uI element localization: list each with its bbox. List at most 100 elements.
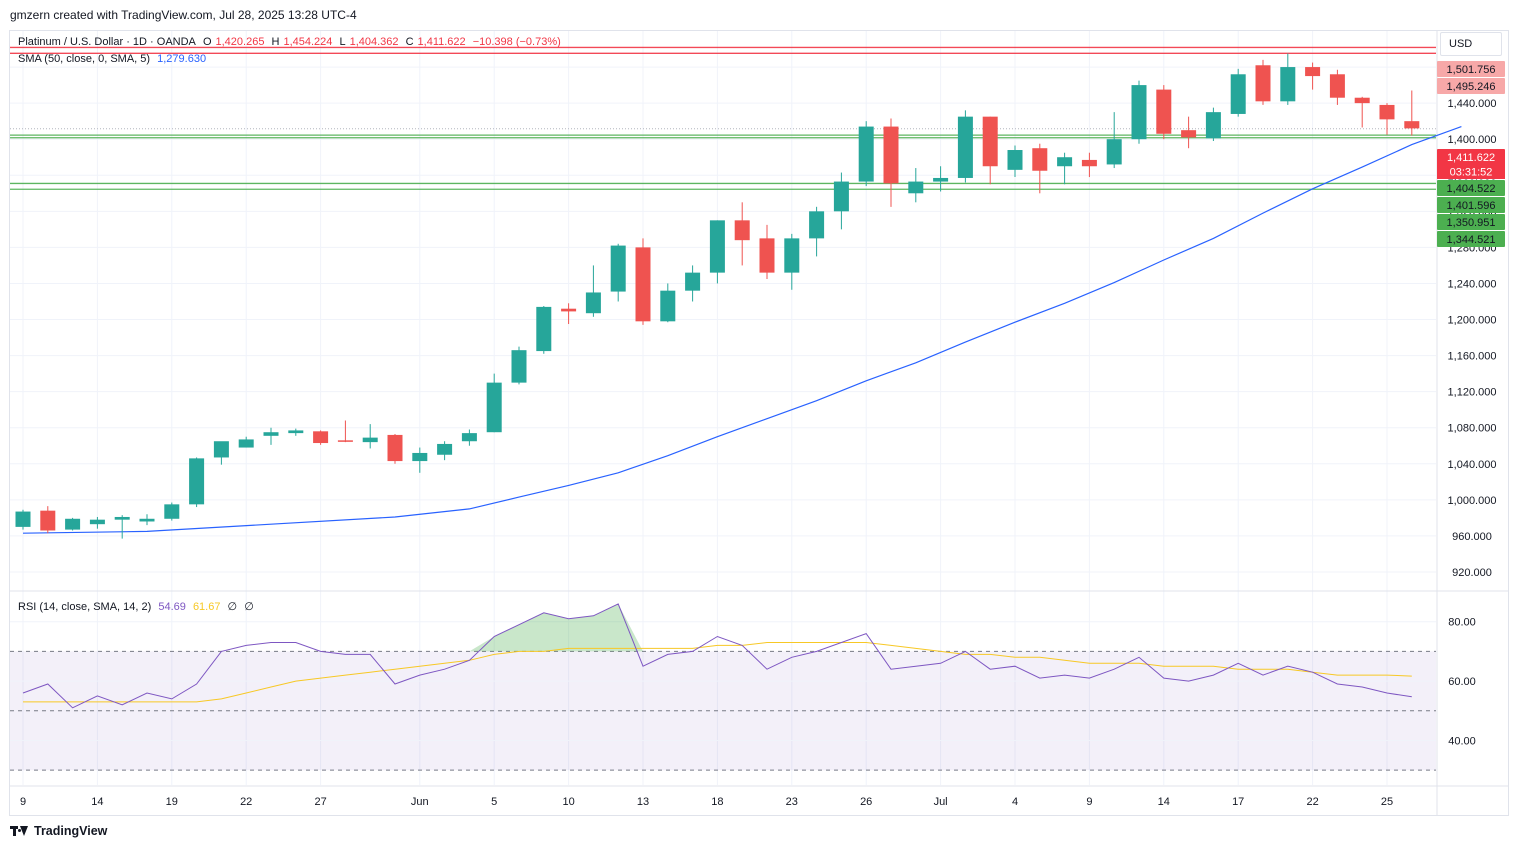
candle-body: [461, 433, 477, 442]
candle: [809, 206, 825, 257]
axis-price-label-bg: [1437, 61, 1505, 77]
candle: [933, 166, 949, 192]
candle: [511, 346, 527, 385]
candle: [685, 265, 701, 302]
rsi-value: 54.69: [158, 601, 186, 613]
countdown-text: 03:31:52: [1450, 167, 1493, 179]
candle-body: [1106, 139, 1122, 165]
candle-body: [412, 452, 428, 462]
candle: [1131, 80, 1147, 144]
candle-body: [313, 431, 329, 444]
axis-price-label-text: 1,495.246: [1447, 81, 1496, 93]
candle-body: [1181, 130, 1197, 138]
candle: [610, 243, 626, 302]
axis-price-label: 1,401.596: [1437, 197, 1505, 213]
candle-body: [1156, 89, 1172, 134]
candle: [89, 516, 105, 529]
candle-body: [1354, 97, 1370, 104]
candle: [1255, 59, 1271, 105]
candle: [759, 224, 775, 279]
candle-body: [337, 440, 353, 442]
candle-body: [1404, 121, 1420, 129]
rsi-label[interactable]: RSI (14, close, SMA, 14, 2): [18, 601, 152, 613]
axis-price-label-text: 1,350.951: [1447, 217, 1496, 229]
candle-body: [784, 238, 800, 273]
candle-body: [709, 220, 725, 273]
candle: [784, 233, 800, 290]
candle: [313, 430, 329, 445]
price-tick-label: 1,040.000: [1448, 459, 1497, 471]
candle-body: [809, 211, 825, 239]
candle-body: [1081, 159, 1097, 167]
chart-caption: gmzern created with TradingView.com, Jul…: [10, 8, 357, 22]
time-tick-label: 14: [91, 796, 103, 808]
high-label: H 1,454.224: [271, 36, 333, 48]
axis-price-label-text: 1,344.521: [1447, 234, 1496, 246]
candle-body: [635, 247, 651, 322]
axis-price-label-text: 1,411.622: [1447, 152, 1495, 164]
time-tick-label: 17: [1232, 796, 1244, 808]
axis-price-label: 1,411.622: [1437, 149, 1505, 165]
candle: [1181, 116, 1197, 149]
candle: [164, 502, 180, 521]
candle: [957, 110, 973, 183]
time-tick-label: 27: [314, 796, 326, 808]
axis-price-label-bg: [1437, 180, 1505, 196]
tradingview-brand[interactable]: TradingView: [10, 824, 107, 838]
countdown-bg: [1437, 164, 1505, 179]
open-label: O 1,420.265: [202, 36, 265, 48]
candle-body: [933, 177, 949, 182]
candle-body: [1057, 157, 1073, 167]
axis-price-label-bg: [1437, 78, 1505, 94]
candle-body: [1230, 74, 1246, 114]
candle: [238, 436, 254, 448]
candle: [1081, 152, 1097, 178]
candle-body: [536, 306, 552, 352]
axis-price-label: 1,501.756: [1437, 61, 1505, 77]
sma-legend: SMA (50, close, 0, SMA, 5) 1,279.630: [18, 53, 210, 65]
price-tick-label: 1,440.000: [1448, 98, 1497, 110]
symbol-name[interactable]: Platinum / U.S. Dollar · 1D · OANDA: [18, 36, 196, 48]
candle: [883, 118, 899, 207]
axis-price-label: 1,495.246: [1437, 78, 1505, 94]
time-tick-label: 9: [20, 796, 26, 808]
candle: [1280, 53, 1296, 105]
candle-body: [660, 290, 676, 322]
candle-body: [908, 181, 924, 194]
rsi-tick-label: 80.00: [1448, 617, 1476, 629]
time-tick-label: 23: [786, 796, 798, 808]
candle: [412, 447, 428, 473]
candle: [982, 116, 998, 185]
candle-body: [288, 430, 304, 434]
time-tick-label: 25: [1381, 796, 1393, 808]
time-tick-label: 5: [491, 796, 497, 808]
candle: [1379, 103, 1395, 135]
price-tick-label: 1,240.000: [1448, 278, 1497, 290]
candle: [1007, 145, 1023, 178]
candle-body: [40, 510, 56, 531]
axis-price-label: 1,404.522: [1437, 180, 1505, 196]
candle-body: [957, 116, 973, 178]
sma-value: 1,279.630: [157, 53, 207, 65]
candle: [1230, 68, 1246, 117]
candle-body: [1131, 85, 1147, 140]
currency-button[interactable]: USD: [1440, 32, 1502, 56]
candle: [263, 427, 279, 445]
price-tick-label: 920.000: [1452, 567, 1492, 579]
tradingview-logo-icon: [10, 825, 30, 837]
candle: [536, 305, 552, 354]
time-tick-label: 10: [562, 796, 574, 808]
rsi-ma-value: 61.67: [192, 601, 221, 613]
price-tick-label: 1,080.000: [1448, 423, 1497, 435]
candle-body: [189, 458, 205, 505]
axis-price-label-text: 1,501.756: [1447, 64, 1496, 76]
chart-frame: [9, 30, 1509, 816]
rsi-ma-line: [23, 642, 1412, 703]
countdown-label: 03:31:52: [1437, 164, 1505, 179]
candle: [486, 373, 502, 433]
brand-text: TradingView: [34, 824, 108, 838]
time-tick-label: Jun: [411, 796, 429, 808]
sma-label[interactable]: SMA (50, close, 0, SMA, 5): [18, 53, 151, 65]
axis-price-label-bg: [1437, 214, 1505, 230]
